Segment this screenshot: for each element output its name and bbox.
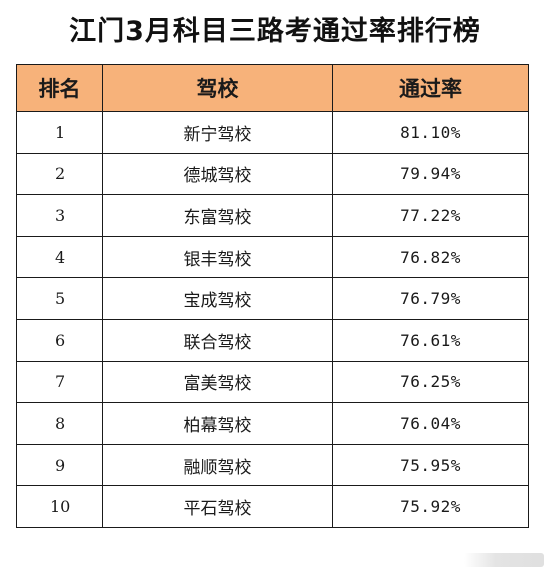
rank-cell: 1: [16, 111, 103, 154]
table-row: 1 新宁驾校 81.10%: [16, 111, 529, 154]
rank-cell: 5: [16, 277, 103, 320]
watermark-logo: [464, 553, 544, 567]
school-name-cell: 德城驾校: [102, 152, 333, 196]
school-name-cell: 融顺驾校: [102, 443, 333, 487]
school-name-cell: 银丰驾校: [102, 235, 333, 279]
column-header-school: 驾校: [102, 64, 333, 112]
page-title: 江门3月科目三路考通过率排行榜: [69, 16, 481, 47]
pass-rate-cell: 75.92%: [332, 485, 529, 528]
pass-rate-cell: 77.22%: [332, 194, 529, 237]
table-row: 9 融顺驾校 75.95%: [16, 443, 529, 487]
pass-rate-cell: 76.04%: [332, 402, 529, 445]
school-name-cell: 新宁驾校: [102, 111, 333, 154]
table-row: 8 柏幕驾校 76.04%: [16, 402, 529, 445]
column-header-pass-rate: 通过率: [332, 64, 529, 112]
table-row: 10 平石驾校 75.92%: [16, 485, 529, 528]
rank-cell: 2: [16, 152, 103, 196]
pass-rate-cell: 76.25%: [332, 360, 529, 404]
pass-rate-cell: 81.10%: [332, 111, 529, 154]
school-name-cell: 富美驾校: [102, 360, 333, 404]
rank-cell: 3: [16, 194, 103, 237]
pass-rate-cell: 76.82%: [332, 235, 529, 279]
school-name-cell: 柏幕驾校: [102, 402, 333, 445]
table-row: 4 银丰驾校 76.82%: [16, 235, 529, 279]
rank-cell: 6: [16, 318, 103, 362]
school-name-cell: 东富驾校: [102, 194, 333, 237]
school-name-cell: 平石驾校: [102, 485, 333, 528]
table-row: 3 东富驾校 77.22%: [16, 194, 529, 237]
rank-cell: 8: [16, 402, 103, 445]
school-name-cell: 联合驾校: [102, 318, 333, 362]
pass-rate-cell: 75.95%: [332, 443, 529, 487]
rank-cell: 7: [16, 360, 103, 404]
table-header-row: 排名 驾校 通过率: [16, 64, 529, 112]
pass-rate-cell: 76.61%: [332, 318, 529, 362]
rank-cell: 10: [16, 485, 103, 528]
pass-rate-cell: 76.79%: [332, 277, 529, 320]
table-row: 5 宝成驾校 76.79%: [16, 277, 529, 320]
rank-cell: 9: [16, 443, 103, 487]
table-row: 2 德城驾校 79.94%: [16, 152, 529, 196]
column-header-rank: 排名: [16, 64, 103, 112]
rank-cell: 4: [16, 235, 103, 279]
school-name-cell: 宝成驾校: [102, 277, 333, 320]
table-row: 7 富美驾校 76.25%: [16, 360, 529, 404]
pass-rate-cell: 79.94%: [332, 152, 529, 196]
table-row: 6 联合驾校 76.61%: [16, 318, 529, 362]
pass-rate-table: 排名 驾校 通过率 1 新宁驾校 81.10% 2 德城驾校 79.94% 3 …: [16, 64, 529, 528]
